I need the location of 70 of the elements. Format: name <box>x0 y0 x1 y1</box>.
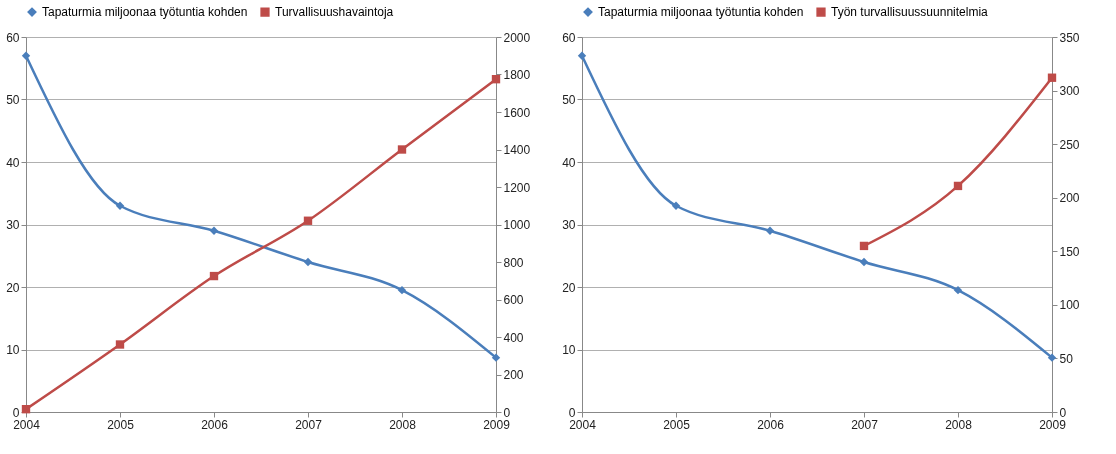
x-tick-label: 2004 <box>13 417 41 432</box>
y2-tick-label: 150 <box>1059 244 1080 259</box>
point <box>115 340 125 349</box>
y-tick-label: 10 <box>562 343 576 357</box>
point <box>209 226 219 235</box>
legend-label: Turvallisuushavaintoja <box>275 5 394 20</box>
point <box>397 145 407 154</box>
y2-tick-label: 1600 <box>503 105 531 120</box>
y-tick-label: 20 <box>6 280 20 295</box>
y2-tick-label: 350 <box>1059 30 1080 45</box>
x-tick-label: 2008 <box>389 417 417 432</box>
y2-tick-label: 0 <box>503 405 511 420</box>
point <box>303 216 313 225</box>
x-tick-label: 2007 <box>295 417 323 432</box>
y2-tick-label: 100 <box>1059 298 1080 313</box>
y2-tick-label: 600 <box>503 293 524 307</box>
point <box>209 271 219 281</box>
y2-tick-label: 250 <box>1059 137 1080 152</box>
y-tick-label: 0 <box>12 405 20 420</box>
y2-tick-label: 300 <box>1059 84 1080 99</box>
point <box>491 75 501 84</box>
point <box>303 257 313 267</box>
point <box>1047 353 1057 362</box>
point <box>491 353 501 362</box>
point <box>21 405 31 414</box>
point <box>397 285 407 295</box>
point <box>577 51 587 60</box>
y2-tick-label: 1000 <box>503 218 531 232</box>
point <box>21 51 31 60</box>
y-tick-label: 60 <box>6 30 20 45</box>
y2-tick-label: 200 <box>503 368 524 382</box>
x-tick-label: 2004 <box>569 417 597 432</box>
y-tick-label: 0 <box>568 405 576 420</box>
x-tick-label: 2005 <box>107 417 135 432</box>
point <box>859 241 869 251</box>
point <box>765 226 775 235</box>
y2-tick-label: 800 <box>503 255 524 270</box>
point <box>953 181 963 191</box>
x-tick-label: 2007 <box>851 417 879 432</box>
y2-tick-label: 400 <box>503 330 524 345</box>
y2-tick-label: 1800 <box>503 68 531 82</box>
y2-tick-label: 1400 <box>503 143 531 157</box>
point <box>859 257 869 267</box>
legend-label: Työn turvallisuussuunnitelmia <box>831 5 989 20</box>
x-tick-label: 2009 <box>1039 417 1067 432</box>
y2-tick-label: 1200 <box>503 180 531 195</box>
y2-tick-label: 50 <box>1059 351 1074 366</box>
y-tick-label: 50 <box>562 93 576 107</box>
point <box>115 201 125 210</box>
x-tick-label: 2009 <box>483 417 511 432</box>
y2-tick-label: 200 <box>1059 191 1080 206</box>
legend-label: Tapaturmia miljoonaa työtuntia kohden <box>42 5 248 20</box>
y-tick-label: 30 <box>6 218 20 232</box>
y2-tick-label: 2000 <box>503 30 531 45</box>
y-tick-label: 50 <box>6 93 20 107</box>
point <box>1047 73 1057 82</box>
point <box>953 285 963 295</box>
x-tick-label: 2006 <box>201 417 229 432</box>
point <box>671 201 681 210</box>
y-tick-label: 40 <box>562 155 576 170</box>
x-tick-label: 2006 <box>757 417 785 432</box>
y-tick-label: 60 <box>562 30 576 45</box>
y-tick-label: 30 <box>562 218 576 232</box>
y-tick-label: 20 <box>562 280 576 295</box>
y-tick-label: 40 <box>6 155 20 170</box>
y-tick-label: 10 <box>6 343 20 357</box>
legend-label: Tapaturmia miljoonaa työtuntia kohden <box>598 5 804 20</box>
y2-tick-label: 0 <box>1059 405 1067 420</box>
x-tick-label: 2008 <box>945 417 973 432</box>
x-tick-label: 2005 <box>663 417 691 432</box>
